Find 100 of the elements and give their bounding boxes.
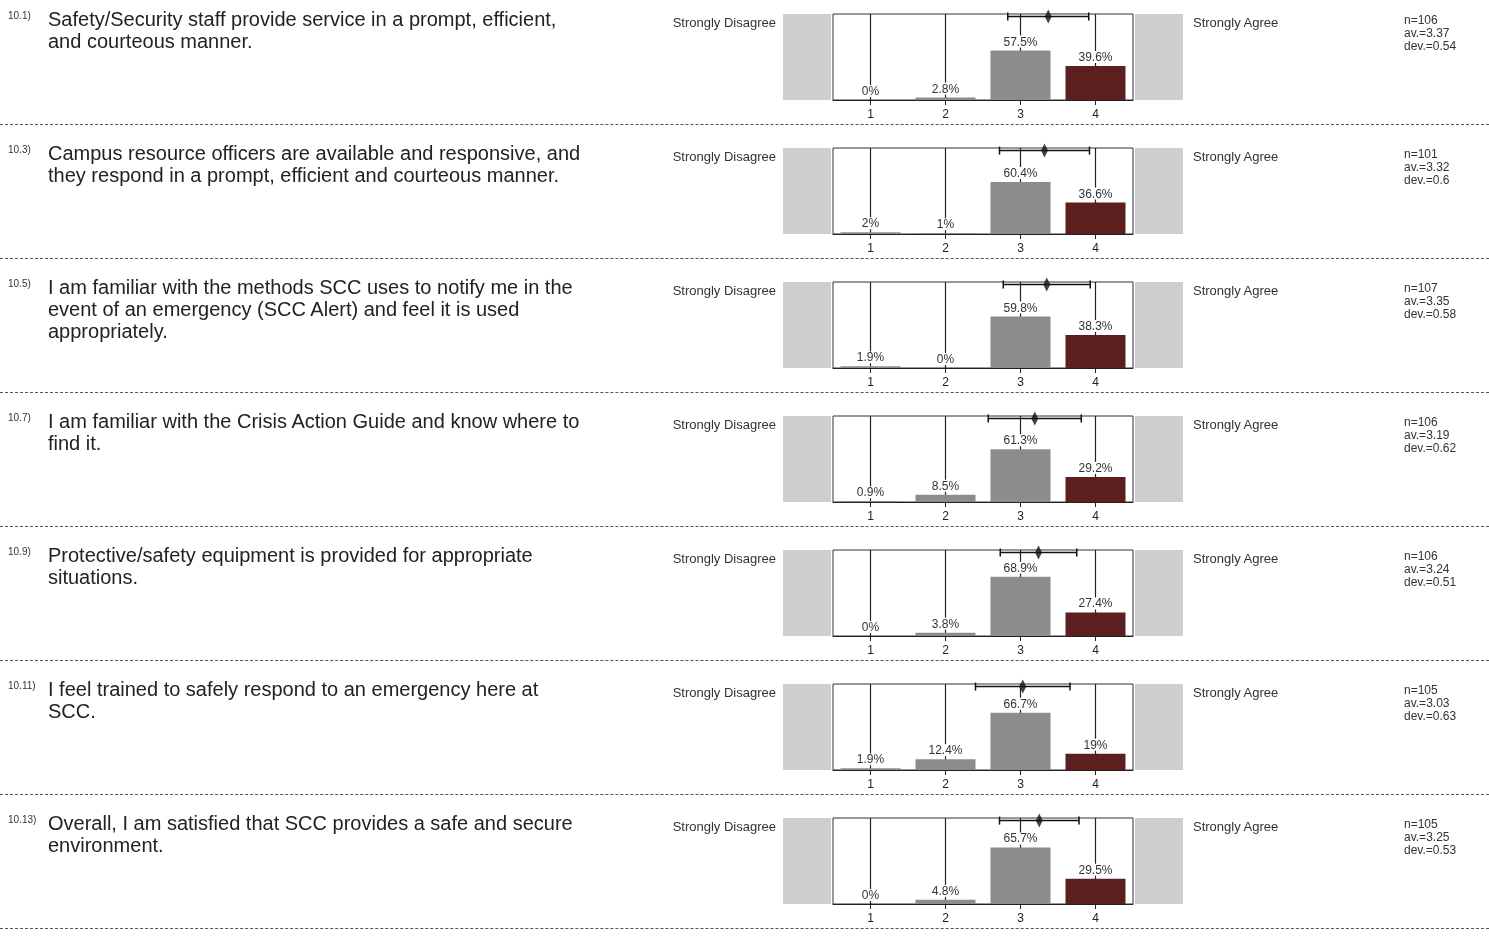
bar xyxy=(915,759,976,770)
x-tick-label: 4 xyxy=(1092,777,1100,791)
data-label: 0% xyxy=(861,620,880,634)
text: av.=3.32 xyxy=(1404,160,1450,174)
data-label: 0% xyxy=(936,352,955,366)
text: Strongly Disagree xyxy=(672,149,776,164)
text: Strongly Disagree xyxy=(672,551,776,566)
text: Strongly Disagree xyxy=(672,283,776,298)
data-label: 1.9% xyxy=(856,350,885,365)
text: n=106 xyxy=(1404,415,1439,429)
data-label: 29.5% xyxy=(1078,862,1113,877)
bar xyxy=(990,182,1051,234)
text: n=107 xyxy=(1404,281,1439,295)
text: Strongly Disagree xyxy=(672,819,776,834)
text: av.=3.24 xyxy=(1404,562,1450,576)
x-tick-label: 1 xyxy=(867,375,875,389)
text: Strongly Agree xyxy=(1193,283,1279,298)
data-label: 0% xyxy=(861,84,880,98)
text: Strongly Agree xyxy=(1193,685,1279,700)
text: Strongly Agree xyxy=(1193,551,1279,566)
data-label: 3.8% xyxy=(931,616,960,631)
text: 10.5) xyxy=(8,277,31,289)
bar xyxy=(915,494,976,502)
bar xyxy=(1065,476,1126,502)
data-label: 1.9% xyxy=(856,752,885,767)
text: Strongly Disagree xyxy=(672,685,776,700)
text: n=106 xyxy=(1404,13,1439,27)
text: Strongly Disagree xyxy=(672,15,776,30)
text: n=106 xyxy=(1404,549,1439,563)
x-tick-label: 1 xyxy=(867,509,875,523)
x-tick-label: 3 xyxy=(1017,509,1025,523)
data-label: 19% xyxy=(1083,737,1108,752)
x-tick-label: 3 xyxy=(1017,911,1025,925)
data-label: 2.8% xyxy=(931,81,960,96)
text: dev.=0.53 xyxy=(1404,843,1457,857)
text: dev.=0.58 xyxy=(1404,307,1457,321)
x-tick-label: 4 xyxy=(1092,509,1100,523)
text: Campus resource officers are available and responsive, and they respond in a prompt, efficient and courteous manner. xyxy=(48,142,586,186)
text: av.=3.25 xyxy=(1404,830,1450,844)
text: dev.=0.54 xyxy=(1404,39,1457,53)
data-label: 61.3% xyxy=(1003,433,1038,448)
data-label: 27.4% xyxy=(1078,596,1113,611)
text: n=105 xyxy=(1404,817,1439,831)
x-tick-label: 1 xyxy=(867,911,875,925)
data-label: 59.8% xyxy=(1003,300,1038,315)
data-label: 60.4% xyxy=(1003,166,1038,181)
text: Strongly Agree xyxy=(1193,417,1279,432)
data-label: 29.2% xyxy=(1078,460,1113,475)
x-tick-label: 1 xyxy=(867,777,875,791)
data-label: 0.9% xyxy=(856,485,885,500)
text: Strongly Agree xyxy=(1193,149,1279,164)
x-tick-label: 2 xyxy=(942,777,950,791)
x-tick-label: 2 xyxy=(942,107,950,121)
text: av.=3.35 xyxy=(1404,294,1450,308)
x-tick-label: 2 xyxy=(942,643,950,657)
bar xyxy=(1065,202,1126,234)
data-label: 39.6% xyxy=(1078,49,1113,64)
x-tick-label: 3 xyxy=(1017,375,1025,389)
text: 10.13) xyxy=(8,813,37,825)
text: dev.=0.6 xyxy=(1404,173,1450,187)
text: I feel trained to safely respond to an emergency here at SCC. xyxy=(48,678,544,722)
x-tick-label: 2 xyxy=(942,911,950,925)
data-label: 68.9% xyxy=(1003,560,1038,575)
x-tick-label: 4 xyxy=(1092,241,1100,255)
x-tick-label: 4 xyxy=(1092,911,1100,925)
data-label: 4.8% xyxy=(931,883,960,898)
x-tick-label: 1 xyxy=(867,241,875,255)
x-tick-label: 4 xyxy=(1092,643,1100,657)
x-tick-label: 4 xyxy=(1092,107,1100,121)
x-tick-label: 2 xyxy=(942,509,950,523)
data-label: 1% xyxy=(936,217,955,232)
text: n=101 xyxy=(1404,147,1439,161)
text: 10.7) xyxy=(8,411,31,423)
x-tick-label: 2 xyxy=(942,241,950,255)
text: av.=3.03 xyxy=(1404,696,1450,710)
data-label: 66.7% xyxy=(1003,696,1038,711)
x-tick-label: 4 xyxy=(1092,375,1100,389)
bar xyxy=(990,712,1051,770)
x-tick-label: 2 xyxy=(942,375,950,389)
x-tick-label: 1 xyxy=(867,643,875,657)
data-label: 8.5% xyxy=(931,478,960,493)
x-tick-label: 1 xyxy=(867,107,875,121)
text: av.=3.19 xyxy=(1404,428,1450,442)
text: 10.11) xyxy=(8,679,36,691)
data-label: 36.6% xyxy=(1078,186,1113,201)
text: I am familiar with the Crisis Action Guide and know where to find it. xyxy=(48,410,585,454)
text: Strongly Disagree xyxy=(672,417,776,432)
text: n=105 xyxy=(1404,683,1439,697)
data-label: 65.7% xyxy=(1003,831,1038,846)
text: Strongly Agree xyxy=(1193,819,1279,834)
x-tick-label: 3 xyxy=(1017,643,1025,657)
data-label: 2% xyxy=(861,216,880,231)
text: 10.9) xyxy=(8,545,31,557)
x-tick-label: 3 xyxy=(1017,241,1025,255)
data-label: 57.5% xyxy=(1003,34,1038,49)
text: dev.=0.51 xyxy=(1404,575,1457,589)
bar xyxy=(990,449,1051,502)
data-label: 12.4% xyxy=(928,743,963,758)
text: dev.=0.63 xyxy=(1404,709,1457,723)
text: dev.=0.62 xyxy=(1404,441,1457,455)
